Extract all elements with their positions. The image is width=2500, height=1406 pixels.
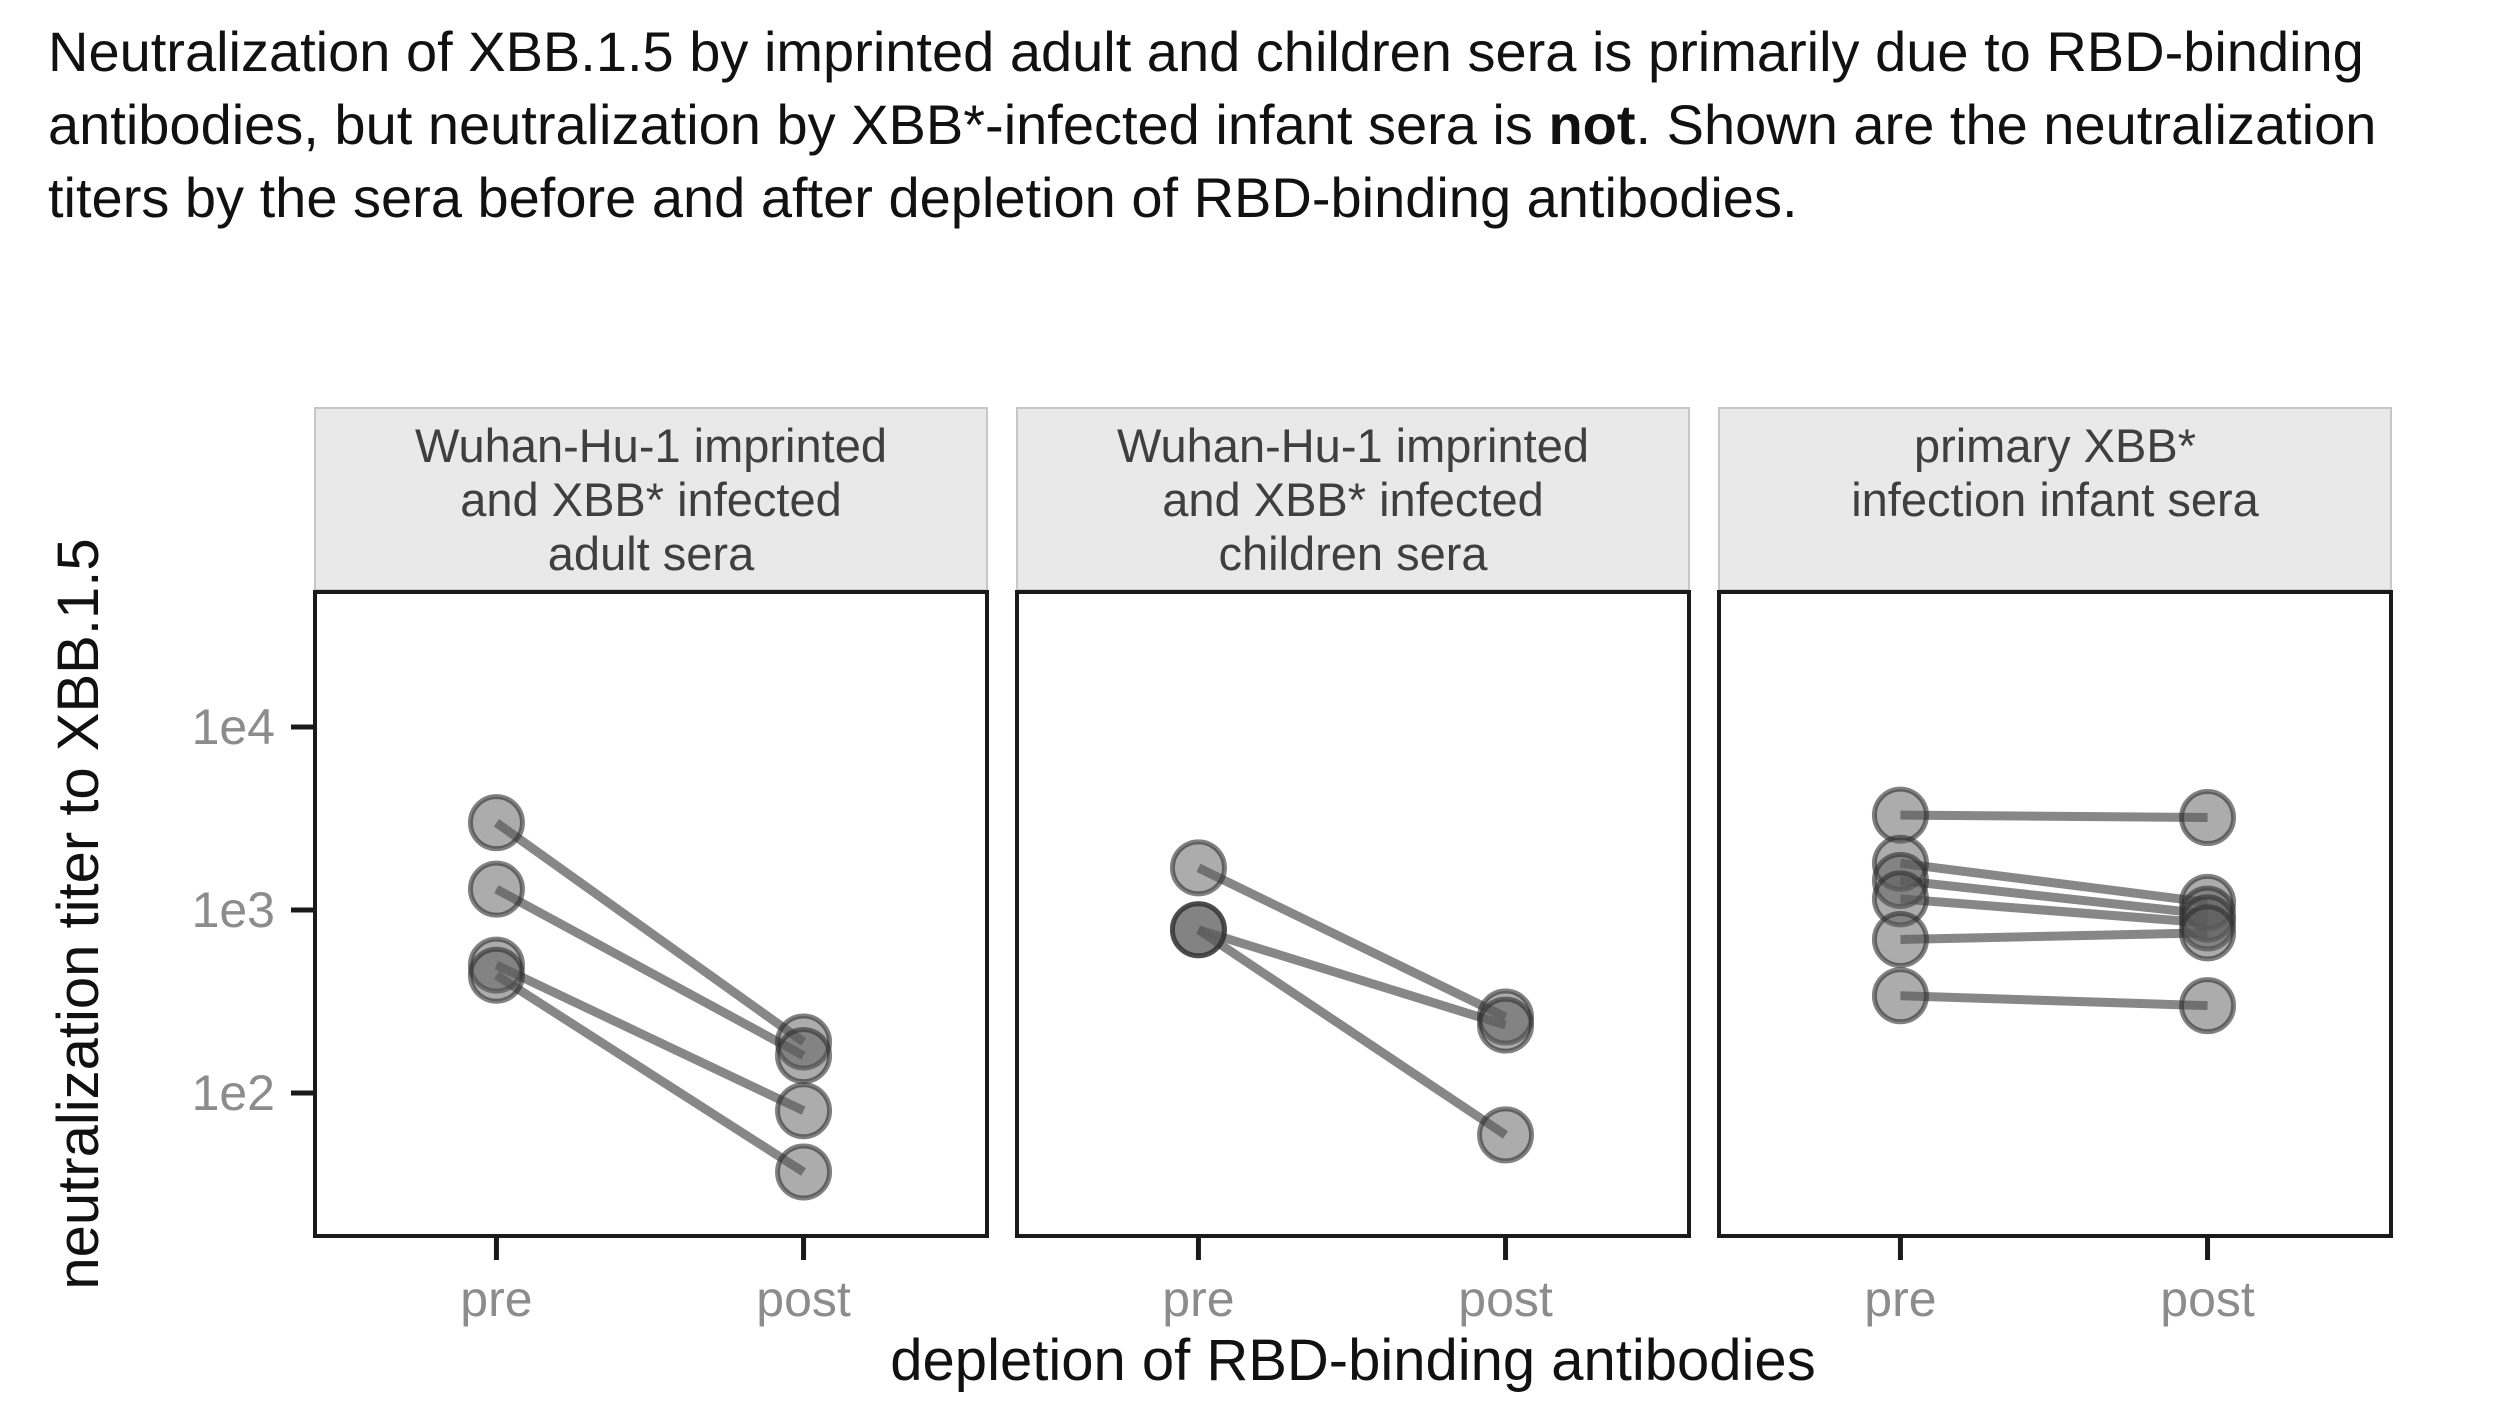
panel-background	[315, 592, 987, 1236]
pre-depletion-point	[1871, 967, 1929, 1025]
panel-header-title: Wuhan-Hu-1 imprinted	[415, 419, 887, 472]
y-tick-label: 1e3	[192, 882, 275, 938]
pre-depletion-point	[1871, 786, 1929, 844]
panel-header-title: Wuhan-Hu-1 imprinted	[1117, 419, 1589, 472]
panel-header-strip	[1718, 407, 2392, 591]
post-depletion-point	[775, 1027, 833, 1085]
post-depletion-point	[1477, 1106, 1535, 1164]
caption-text-start: Neutralization of XBB.1.5 by imprinted a…	[48, 20, 2364, 156]
pre-depletion-point	[1169, 839, 1227, 897]
serum-connector-line	[494, 971, 806, 1176]
pre-depletion-point	[1871, 910, 1929, 968]
caption-text-end: . Shown are the neutralization titers by…	[48, 92, 2377, 229]
panel-header-title: adult sera	[548, 527, 755, 580]
post-depletion-point	[2179, 789, 2237, 847]
panel-header-strip	[314, 407, 988, 591]
x-tick-label: pre	[460, 1271, 532, 1327]
x-tick-label: post	[1458, 1271, 1553, 1327]
serum-connector-line	[1899, 875, 2209, 919]
panel-border	[313, 590, 989, 1238]
facet-panel: primary XBB*infection infant sera pre post	[1717, 407, 2393, 1327]
post-depletion-point	[2179, 904, 2237, 962]
serum-connector-line	[1900, 991, 2208, 1011]
pre-depletion-point	[1169, 901, 1227, 959]
serum-connector-line	[1196, 863, 1508, 1022]
serum-connector-line	[1900, 894, 2208, 928]
panel-header-title: primary XBB*	[1914, 419, 2196, 472]
serum-connector-line	[1197, 925, 1507, 1030]
panel-header-title: children sera	[1218, 527, 1488, 580]
x-tick-label: post	[756, 1271, 851, 1327]
panel-border	[1015, 590, 1691, 1238]
panel-header-title: and XBB* infected	[1162, 473, 1544, 526]
panel-background	[1017, 592, 1689, 1236]
y-tick-label: 1e2	[192, 1065, 275, 1121]
pre-depletion-point	[467, 794, 525, 852]
y-axis-title: neutralization titer to XBB.1.5	[46, 538, 111, 1289]
serum-connector-line	[1900, 810, 2208, 823]
pre-depletion-point	[467, 946, 525, 1004]
serum-connector-line	[1195, 926, 1509, 1139]
post-depletion-point	[1477, 996, 1535, 1054]
panel-header-strip	[1016, 407, 1690, 591]
panel-border	[1717, 590, 2393, 1238]
caption-bold-word: not	[1548, 92, 1636, 156]
post-depletion-point	[775, 1143, 833, 1201]
serum-connector-line	[494, 961, 806, 1115]
x-tick-label: pre	[1162, 1271, 1234, 1327]
post-depletion-point	[2179, 977, 2237, 1035]
x-tick-label: pre	[1864, 1271, 1936, 1327]
serum-connector-line	[1900, 928, 2208, 944]
serum-connector-line	[1899, 858, 2209, 907]
post-depletion-point	[775, 1082, 833, 1140]
serum-connector-line	[494, 885, 806, 1060]
figure-caption: Neutralization of XBB.1.5 by imprinted a…	[48, 16, 2428, 234]
pre-depletion-point	[467, 860, 525, 918]
panel-header-title: and XBB* infected	[460, 473, 842, 526]
x-tick-label: post	[2160, 1271, 2255, 1327]
x-axis-title: depletion of RBD-binding antibodies	[890, 1328, 1815, 1393]
y-tick-label: 1e4	[192, 699, 275, 755]
serum-connector-line	[493, 819, 807, 1046]
panel-header-title: infection infant sera	[1851, 473, 2259, 526]
